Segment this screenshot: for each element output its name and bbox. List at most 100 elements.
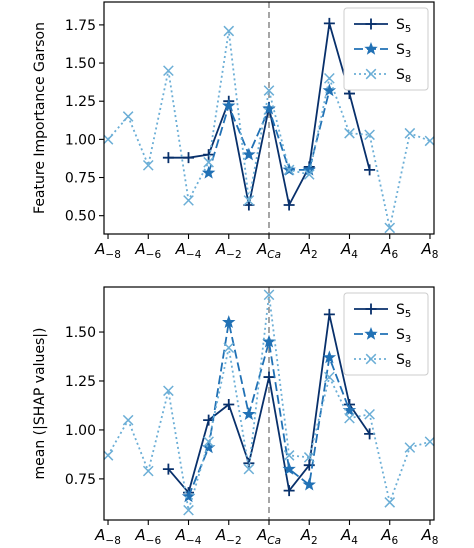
data-point [122,111,134,122]
data-point [364,164,376,176]
data-point [303,169,315,180]
data-point [203,156,214,168]
chart-panel-2: 0.75 1.00 1.25 1.50 A−8 A−6 A−4 A−2 ACa A2 A4 A6 A8 m… [32,286,438,547]
x-tick-label: A−6 [134,240,161,261]
data-point [404,127,416,139]
data-point [222,98,236,112]
data-point [424,135,434,147]
data-point [104,134,114,145]
series-S8 [104,25,434,234]
x-tick-label: A2 [300,526,318,547]
data-point [283,485,295,497]
data-point [203,436,214,448]
x-tick-label: A−4 [175,240,202,261]
x-tick-label: A4 [340,240,358,261]
data-point [323,308,335,320]
data-point [323,17,335,29]
x-tick-label: A−4 [175,526,202,547]
data-point [344,127,355,139]
x-tick-label: A4 [340,526,358,547]
y-tick-label: 1.75 [65,18,96,34]
data-point [142,465,154,477]
data-point [243,195,255,206]
x-tick-label: A−2 [215,240,242,261]
data-point [162,152,174,164]
data-point [162,463,174,475]
data-point [242,147,256,161]
data-point [303,452,315,463]
plot-area [104,17,434,234]
data-point [243,463,255,475]
data-point [183,195,194,206]
data-point [283,199,295,211]
data-point [344,412,355,424]
x-tick-label: A2 [300,240,318,261]
data-point [263,85,275,96]
data-point [322,83,337,97]
data-point [322,350,337,364]
data-point [263,289,275,301]
y-axis-label: Feature Importance Garson [32,22,48,214]
legend-label: S3 [396,327,411,345]
data-point [183,152,195,164]
x-tick-label: A−8 [94,240,121,261]
y-axis-label: mean (|SHAP values|) [32,328,48,480]
data-point [364,129,375,141]
y-tick-label: 1.50 [65,325,96,341]
data-point [424,436,434,448]
data-point [183,504,194,516]
x-tick-label: A−8 [94,526,121,547]
x-tick-label: ACa [256,526,281,547]
data-point [282,462,296,475]
legend: S5 S3 S8 [343,7,429,91]
x-tick-label: ACa [256,240,281,261]
data-point [142,159,154,171]
series-S8 [104,289,434,516]
plot-area [104,289,434,516]
y-tick-label: 0.75 [65,472,96,488]
data-point [163,65,174,77]
data-point [104,450,114,461]
data-point [384,222,396,234]
data-point [283,450,295,461]
legend-marker [365,353,377,365]
data-point [222,315,236,328]
y-tick-label: 0.50 [65,209,96,225]
data-point [404,442,416,453]
data-point [263,371,275,383]
data-point [201,440,216,454]
legend-marker [364,326,378,340]
legend-marker [365,18,377,30]
data-point [324,72,335,84]
legend-label: S8 [396,352,411,370]
series-line [107,30,431,229]
data-point [302,162,316,176]
y-tick-label: 1.00 [65,132,96,148]
series-line [187,321,351,497]
data-point [324,371,335,383]
data-point [302,477,316,491]
x-tick-label: A8 [420,240,438,261]
data-point [163,385,174,397]
data-point [262,334,276,348]
legend-label: S8 [396,67,411,85]
legend-marker [365,303,377,315]
x-tick-label: A8 [420,526,438,547]
legend-marker [365,68,377,80]
data-point [242,407,256,420]
data-point [201,165,216,179]
legend-label: S3 [396,42,411,60]
x-tick-label: A−2 [215,526,242,547]
y-tick-label: 1.50 [65,56,96,72]
x-tick-label: A−6 [134,526,161,547]
x-tick-label: A6 [380,526,398,547]
legend: S5 S3 S8 [343,292,429,376]
legend-label: S5 [396,17,411,35]
y-tick-label: 0.75 [65,171,96,187]
data-point [122,414,134,426]
y-tick-label: 1.25 [65,374,96,390]
data-point [223,25,235,37]
y-tick-label: 1.00 [65,423,96,439]
data-point [364,408,375,420]
